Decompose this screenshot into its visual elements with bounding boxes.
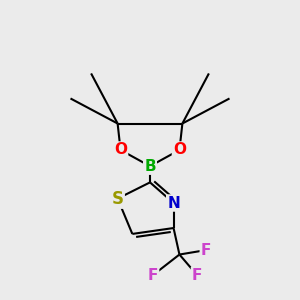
Text: N: N <box>167 196 180 211</box>
Text: F: F <box>201 243 211 258</box>
Text: S: S <box>112 190 124 208</box>
Text: B: B <box>144 159 156 174</box>
Text: F: F <box>148 268 158 283</box>
Text: O: O <box>114 142 127 158</box>
Text: F: F <box>192 268 202 283</box>
Text: O: O <box>173 142 186 158</box>
